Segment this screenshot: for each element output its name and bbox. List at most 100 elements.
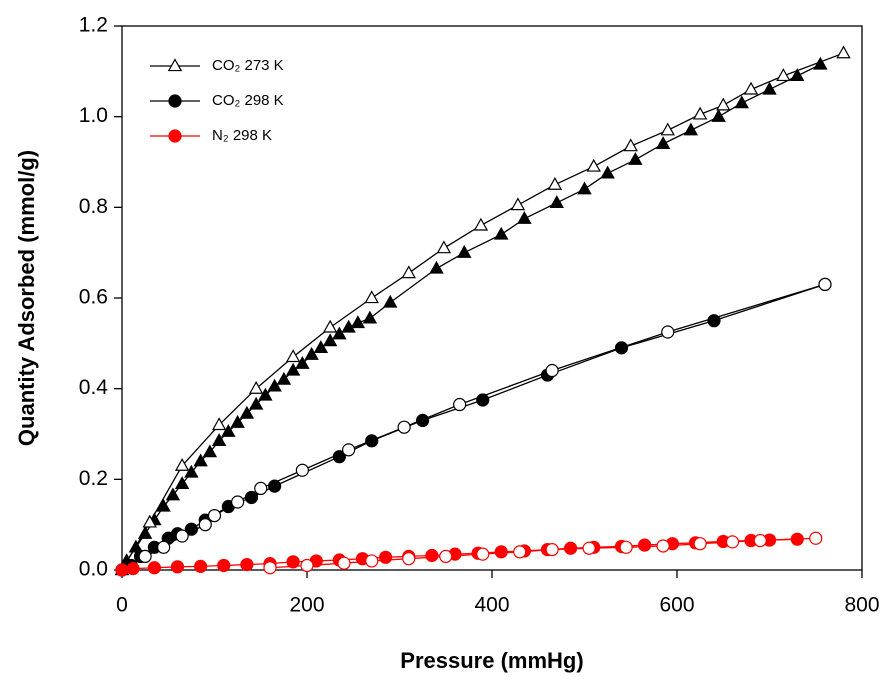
marker: [165, 487, 181, 501]
marker: [184, 522, 198, 536]
marker: [248, 396, 264, 410]
marker: [818, 277, 832, 291]
marker: [439, 549, 453, 564]
marker: [586, 158, 601, 172]
x-tick-label: 600: [659, 594, 694, 617]
legend-marker: [168, 129, 182, 143]
marker: [416, 413, 430, 427]
marker: [457, 244, 472, 258]
marker: [813, 56, 828, 70]
marker: [383, 294, 398, 308]
marker: [476, 547, 490, 561]
marker: [513, 545, 527, 559]
marker: [623, 138, 638, 152]
legend-label: CO₂ 273 K: [212, 57, 284, 74]
marker: [549, 195, 564, 208]
y-tick-label: 0.0: [79, 558, 108, 581]
marker: [582, 541, 596, 555]
marker: [304, 346, 319, 360]
marker: [809, 531, 823, 545]
marker: [693, 537, 707, 551]
marker: [193, 453, 208, 467]
marker: [337, 556, 351, 570]
y-tick-label: 1.0: [79, 104, 108, 127]
marker: [776, 68, 791, 82]
marker: [248, 380, 264, 394]
marker: [239, 405, 255, 419]
marker: [692, 106, 708, 120]
marker: [619, 540, 633, 554]
marker: [221, 424, 236, 437]
marker: [510, 197, 526, 211]
marker: [184, 464, 199, 478]
marker: [614, 341, 629, 355]
marker: [655, 136, 671, 150]
marker: [138, 549, 152, 564]
marker: [240, 557, 254, 572]
marker: [476, 393, 490, 407]
marker: [364, 290, 379, 304]
y-tick-label: 0.2: [79, 467, 108, 490]
y-axis-label: Quantity Adsorbed (mmol/g): [14, 150, 39, 446]
marker: [494, 545, 508, 559]
legend-label: N₂ 298 K: [212, 127, 272, 144]
y-tick-label: 0.8: [79, 195, 108, 218]
marker: [743, 81, 759, 95]
marker: [207, 508, 222, 523]
marker: [198, 518, 212, 532]
marker: [362, 310, 378, 324]
marker: [170, 560, 185, 574]
marker: [263, 561, 277, 575]
marker: [402, 552, 416, 566]
marker: [147, 561, 161, 575]
marker: [494, 226, 509, 240]
marker: [453, 397, 467, 412]
marker: [836, 45, 851, 59]
marker: [254, 481, 268, 495]
marker: [332, 450, 346, 464]
marker: [286, 555, 300, 569]
marker: [716, 97, 731, 111]
marker: [276, 371, 292, 385]
marker: [285, 349, 301, 363]
marker: [157, 540, 171, 554]
marker: [401, 265, 416, 279]
marker: [683, 122, 699, 136]
marker: [429, 260, 444, 274]
marker: [342, 443, 356, 457]
marker: [211, 433, 227, 446]
marker: [313, 340, 329, 354]
marker: [547, 176, 563, 190]
marker: [711, 108, 726, 122]
marker: [365, 554, 379, 568]
marker: [156, 498, 171, 512]
y-tick-label: 1.2: [79, 14, 108, 37]
marker: [656, 539, 670, 553]
marker: [175, 529, 189, 543]
legend-marker: [167, 58, 183, 72]
marker: [628, 152, 643, 165]
marker: [267, 378, 282, 392]
marker: [600, 165, 615, 179]
marker: [425, 548, 439, 563]
marker: [174, 476, 190, 490]
marker: [115, 563, 129, 577]
marker: [725, 535, 740, 549]
marker: [638, 538, 652, 552]
marker: [436, 240, 452, 254]
marker: [707, 314, 721, 328]
marker: [322, 319, 338, 333]
marker: [137, 526, 153, 539]
marker: [285, 362, 301, 376]
legend-marker: [168, 94, 182, 108]
legend-label: CO₂ 298 K: [212, 92, 284, 109]
marker: [332, 326, 347, 340]
marker: [661, 325, 675, 339]
marker: [295, 356, 310, 369]
marker: [545, 363, 559, 378]
marker: [268, 479, 282, 493]
marker: [295, 463, 309, 477]
x-axis-label: Pressure (mmHg): [400, 648, 583, 673]
y-tick-label: 0.4: [79, 376, 109, 399]
